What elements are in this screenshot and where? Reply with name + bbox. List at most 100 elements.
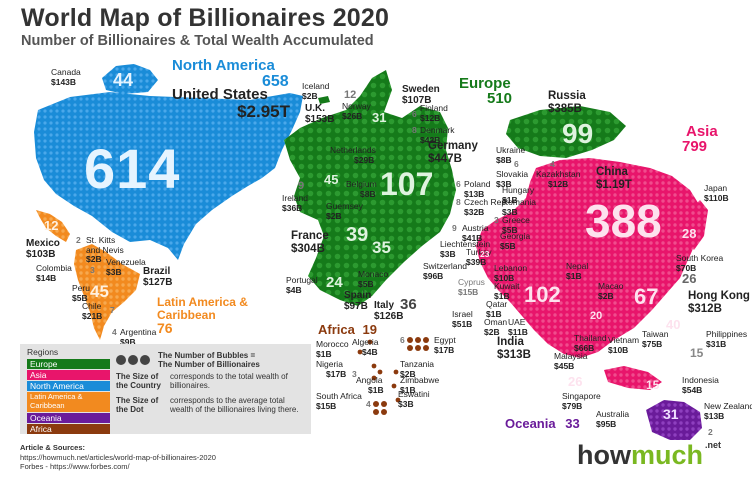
taiwan-count: 40 [666,317,681,332]
label-mexico: Mexico $103B [26,238,60,260]
label-south-africa: South Africa $15B [316,391,362,411]
mexico-count: 12 [44,218,59,233]
iceland-shape [318,96,330,104]
norway-count: 12 [344,89,357,101]
label-portugal: Portugal $4B [286,275,318,295]
russia-shape [506,106,626,158]
label-belgium: Belgium $8B [346,179,377,199]
label-ireland: Ireland $36B [282,193,308,213]
label-norway: Norway $26B [342,101,371,121]
label-monaco: Monaco $5B [358,269,389,289]
singapore-count: 26 [568,374,583,389]
label-usa: United States $2.95T [172,86,290,121]
china-count: 388 [585,195,662,247]
sources-link-howmuch[interactable]: https://howmuch.net/articles/world-map-o… [20,452,216,462]
label-uae: UAE $11B [508,317,528,337]
australia-shape [646,400,702,440]
label-philippines: Philippines $31B [706,329,748,349]
label-russia: Russia $385B [548,90,586,115]
india-count: 102 [524,282,561,307]
egypt-count: 6 [400,335,405,345]
label-georgia: Georgia $5B [500,231,531,251]
france-count: 39 [346,224,369,246]
philippines-count: 15 [690,346,704,360]
europe-shape [284,70,456,306]
label-slovakia: Slovakia $3B [496,169,529,189]
label-eswatini: Eswatini $3B [398,389,430,409]
legend-size-country-text: corresponds to the total wealth of billi… [170,372,288,390]
page-subtitle: Number of Billionaires & Total Wealth Ac… [21,33,374,49]
label-liechtenstein: Liechtenstein $3B [440,239,491,259]
region-latin-america: Latin America & Caribbean 76 [157,295,248,336]
page-title: World Map of Billionaires 2020 [21,4,390,32]
australia-count: 31 [663,406,679,422]
label-kuwait: Kuwait $1B [494,281,520,301]
label-peru: Peru $5B [72,283,90,303]
label-denmark: Denmark $42B [420,125,455,145]
label-ukraine: Ukraine $8B [496,145,526,165]
region-africa: Africa 19 [318,322,377,337]
label-austria: Austria $41B [462,223,489,243]
greece-count: 3 [494,215,499,225]
label-brazil: Brazil $127B [143,266,173,288]
sources-heading: Article & Sources: [20,443,86,452]
label-taiwan: Taiwan $75B [642,329,669,349]
sources-link-forbes[interactable]: Forbes - https://www.forbes.com/ [20,462,130,471]
spain-count: 24 [326,274,343,291]
italy-count: 36 [400,296,417,313]
turkey-count: 23 [480,249,490,259]
nigeria-count: 3 [352,369,357,379]
chile-count: 7 [110,305,115,315]
label-qatar: Qatar $1B [486,299,508,319]
usa-shape [34,92,303,260]
label-lebanon: Lebanon $10B [494,263,528,283]
label-spain: Spain $97B [344,290,372,312]
argentina-count: 4 [112,327,117,337]
kazakhstan-count: 4 [550,159,555,169]
switzerland-count: 35 [372,238,391,257]
legend-title: Regions [27,347,59,357]
label-singapore: Singapore $79B [562,391,601,411]
label-thailand: Thailand $66B [574,333,607,353]
label-chile: Chile $21B [82,301,103,321]
label-switzerland: Switzerland $96B [423,261,467,281]
bubble-icon [140,355,150,365]
label-oman: Oman $2B [484,317,508,337]
label-israel: Israel $51B [452,309,473,329]
st-kitts-count: 2 [76,235,81,245]
sources: Article & Sources: https://howmuch.net/a… [20,443,216,472]
bubble-icon [128,355,138,365]
howmuch-logo: howmuch .net [577,440,722,470]
legend-north-america: North America [27,381,110,391]
label-france: France $304B [291,230,329,255]
label-australia: Australia $95B [596,409,630,429]
africa-dots [357,337,429,415]
label-china: China $1.19T [596,166,632,191]
finland-count: 6 [412,109,417,119]
legend-size-country-label: The Size of the Country [116,372,161,390]
poland-count: 6 [456,179,461,189]
brazil-count: 45 [90,282,109,301]
germany-count: 107 [380,166,434,202]
label-south-korea: South Korea $70B [676,253,724,273]
usa-count: 614 [84,137,181,200]
new-zealand-count: 2 [708,427,713,437]
label-st-kitts: St. Kitts and Nevis $2B [86,235,124,264]
region-oceania: Oceania 33 [505,416,580,431]
label-turkey: Turkey $39B [466,247,492,267]
legend-size-dot-text: corresponds to the average total wealth … [170,396,299,414]
label-new-zealand: New Zealand $13B [704,401,752,421]
south-korea-count: 28 [682,226,697,241]
canada-shape [102,64,158,94]
legend-oceania: Oceania [27,413,110,423]
label-poland: Poland $13B [464,179,491,199]
japan-count: 26 [682,271,697,286]
label-malaysia: Malaysia $45B [554,351,588,371]
label-sweden: Sweden $107B [402,84,440,106]
legend-size-dot-label: The Size of the Dot [116,396,159,414]
label-venezuela: Venezuela $3B [106,257,146,277]
region-north-america: North America 658 [172,57,289,90]
legend-bubbles [116,352,152,370]
label-italy: Italy $126B [374,300,404,322]
